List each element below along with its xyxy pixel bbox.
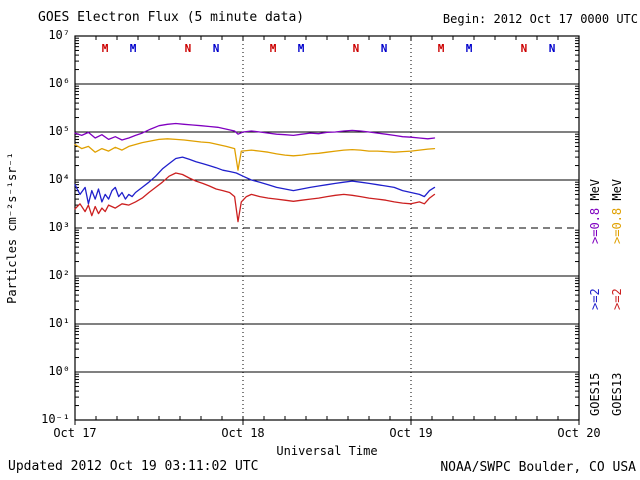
marker-goes13-n: N: [353, 42, 360, 55]
series-goes13-08mev: [74, 138, 436, 171]
marker-goes13-m: M: [270, 42, 277, 55]
y-tick-1e5: 10⁵: [48, 124, 70, 138]
right-label-goes15-energy-high: >=0.8 MeV: [588, 179, 602, 244]
goes13-08mev-label: >=0.8: [610, 207, 624, 244]
marker-goes13-n: N: [185, 42, 192, 55]
x-axis-label: Universal Time: [276, 444, 378, 458]
plot-border: [74, 35, 580, 421]
updated-timestamp: Updated 2012 Oct 19 03:11:02 UTC: [8, 459, 259, 474]
y-tick-1e3: 10³: [48, 220, 70, 234]
y-tick-1e7: 10⁷: [48, 28, 70, 42]
goes15-08mev-unit: MeV: [588, 178, 602, 208]
x-tick-oct18: Oct 18: [221, 426, 265, 440]
x-tick-oct17: Oct 17: [53, 426, 97, 440]
x-tick-oct20: Oct 20: [557, 426, 601, 440]
right-label-goes13-sat: GOES13: [610, 372, 624, 416]
series-goes15-08mev: [74, 122, 436, 141]
marker-goes15-n: N: [549, 42, 556, 55]
begin-time-label: Begin: 2012 Oct 17 0000 UTC: [442, 12, 638, 26]
series-goes15-2mev: [74, 156, 436, 205]
y-tick-1e1: 10¹: [48, 316, 70, 330]
y-tick-1e4: 10⁴: [48, 172, 70, 186]
right-label-goes15-energy-low: >=2: [588, 288, 602, 310]
goes13-2mev-label: >=2: [610, 288, 624, 310]
credit-label: NOAA/SWPC Boulder, CO USA: [440, 460, 636, 475]
goes15-08mev-label: >=0.8: [588, 207, 602, 244]
x-tick-oct19: Oct 19: [389, 426, 433, 440]
goes15-2mev-label: >=2: [588, 288, 602, 310]
y-axis-label: Particles cm⁻²s⁻¹sr⁻¹: [5, 152, 19, 304]
y-tick-1e2: 10²: [48, 268, 70, 282]
marker-goes15-m: M: [466, 42, 473, 55]
series-goes13-2mev: [74, 172, 436, 223]
marker-goes13-n: N: [521, 42, 528, 55]
y-tick-1e-1: 10⁻¹: [41, 412, 70, 426]
marker-goes13-m: M: [102, 42, 109, 55]
marker-goes15-m: M: [130, 42, 137, 55]
right-label-goes13-energy-low: >=2: [610, 288, 624, 310]
y-tick-1e6: 10⁶: [48, 76, 70, 90]
marker-goes15-m: M: [298, 42, 305, 55]
chart-title: GOES Electron Flux (5 minute data): [38, 10, 305, 25]
marker-goes15-n: N: [381, 42, 388, 55]
right-label-goes13-energy-high: >=0.8 MeV: [610, 179, 624, 244]
marker-goes15-n: N: [213, 42, 220, 55]
right-label-goes15-sat: GOES15: [588, 372, 602, 416]
goes13-08mev-unit: MeV: [610, 178, 624, 208]
marker-goes13-m: M: [438, 42, 445, 55]
y-tick-1e0: 10⁰: [48, 364, 70, 378]
